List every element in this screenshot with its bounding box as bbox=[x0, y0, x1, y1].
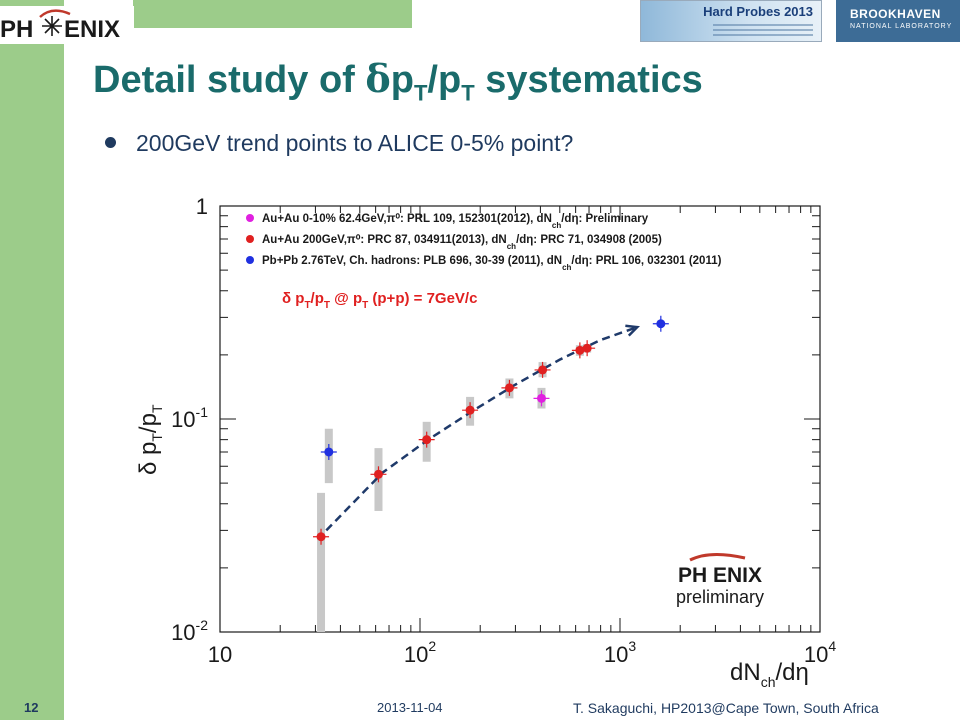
title-sub-t1: T bbox=[413, 80, 428, 106]
x-tick-label: 10 bbox=[208, 642, 232, 667]
data-point bbox=[422, 435, 432, 445]
title-delta: δ bbox=[365, 56, 391, 101]
phenix-watermark: PH ENIX preliminary bbox=[676, 553, 764, 607]
top-accent-bar bbox=[133, 0, 412, 28]
banner-decoration bbox=[713, 21, 813, 36]
trend-arrow-head bbox=[625, 324, 640, 337]
lab-name: BROOKHAVEN bbox=[850, 7, 941, 21]
page-number: 12 bbox=[24, 700, 39, 715]
svg-text:PH: PH bbox=[0, 16, 33, 43]
data-point bbox=[373, 469, 383, 479]
y-axis-label: δ pT/pT bbox=[135, 404, 165, 475]
watermark-logo: PH ENIX bbox=[678, 564, 762, 587]
data-point bbox=[504, 383, 514, 393]
svg-text:δ pT/pT: δ pT/pT bbox=[135, 404, 165, 475]
y-tick-label: 1 bbox=[196, 194, 208, 219]
watermark-preliminary: preliminary bbox=[676, 587, 764, 607]
footer-date: 2013-11-04 bbox=[377, 700, 443, 715]
title-end: systematics bbox=[474, 59, 703, 101]
title-p: p bbox=[390, 59, 414, 101]
chart: δ pT/pT dNch/dη δ pT/pT @ pT (p+p) = 7Ge… bbox=[135, 194, 836, 690]
hard-probes-banner: Hard Probes 2013 bbox=[640, 0, 822, 42]
bullet-dot-icon bbox=[105, 137, 116, 148]
phenix-logo: PH ENIX bbox=[0, 6, 134, 44]
trend-line bbox=[325, 325, 638, 532]
brookhaven-logo: BROOKHAVEN NATIONAL LABORATORY bbox=[836, 0, 960, 42]
bullet-text: 200GeV trend points to ALICE 0-5% point? bbox=[136, 130, 574, 156]
lab-subtitle: NATIONAL LABORATORY bbox=[850, 23, 953, 30]
data-point bbox=[324, 447, 334, 457]
data-point bbox=[582, 343, 592, 353]
y-tick-label: 10-2 bbox=[171, 617, 208, 645]
x-tick-label: 102 bbox=[404, 638, 436, 667]
x-tick-label: 104 bbox=[804, 638, 836, 667]
data-point bbox=[536, 393, 546, 403]
data-point bbox=[465, 405, 475, 415]
y-tick-label: 10-1 bbox=[171, 404, 208, 432]
x-tick-label: 103 bbox=[604, 638, 636, 667]
footer-author: T. Sakaguchi, HP2013@Cape Town, South Af… bbox=[573, 700, 879, 716]
bullet-item: 200GeV trend points to ALICE 0-5% point? bbox=[105, 130, 573, 157]
title-sub-t2: T bbox=[461, 80, 475, 106]
systematic-box bbox=[317, 492, 326, 632]
svg-text:ENIX: ENIX bbox=[64, 16, 120, 43]
data-point bbox=[316, 532, 326, 542]
x-axis-label: dNch/dη bbox=[730, 659, 809, 690]
svg-text:δ pT/pT @ pT (p+p) = 7GeV/c: δ pT/pT @ pT (p+p) = 7GeV/c bbox=[282, 290, 477, 311]
data-point bbox=[538, 365, 548, 375]
legend-entry: Pb+Pb 2.76TeV, Ch. hadrons: PLB 696, 30-… bbox=[262, 255, 722, 272]
svg-text:dNch/dη: dNch/dη bbox=[730, 659, 809, 690]
legend-marker bbox=[246, 256, 254, 264]
legend-marker bbox=[246, 235, 254, 243]
chart-container: δ pT/pT dNch/dη δ pT/pT @ pT (p+p) = 7Ge… bbox=[130, 190, 840, 695]
legend-marker bbox=[246, 214, 254, 222]
data-point bbox=[656, 319, 666, 329]
slide-title: Detail study of δpT/pT systematics bbox=[93, 56, 703, 107]
title-slash: /p bbox=[427, 59, 462, 101]
title-text: Detail study of bbox=[93, 59, 366, 101]
legend-entry: Au+Au 200GeV,π⁰: PRC 87, 034911(2013), d… bbox=[262, 233, 662, 251]
conference-title: Hard Probes 2013 bbox=[703, 4, 813, 19]
chart-annotation: δ pT/pT @ pT (p+p) = 7GeV/c bbox=[282, 290, 477, 311]
legend-entry: Au+Au 0-10% 62.4GeV,π⁰: PRL 109, 152301(… bbox=[262, 212, 649, 230]
left-accent-bar bbox=[0, 0, 64, 720]
